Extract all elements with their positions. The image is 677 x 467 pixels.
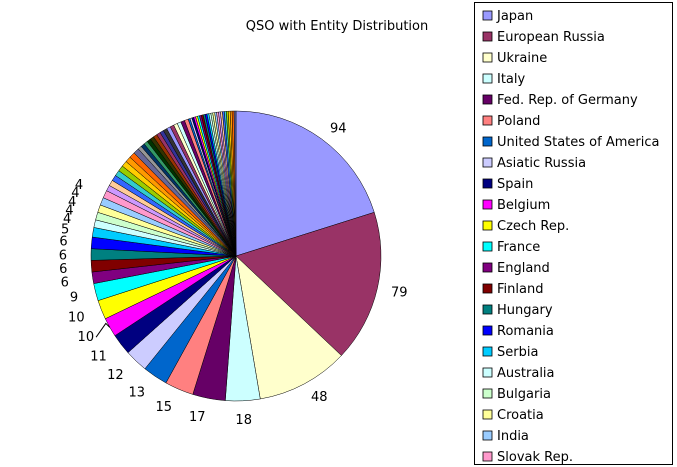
data-label: 4 [75, 178, 83, 193]
legend-swatch [482, 325, 493, 336]
legend-entry-label: Czech Rep. [497, 219, 569, 234]
data-label: 4 [71, 186, 79, 201]
legend-entry-label: Australia [497, 366, 555, 381]
data-label: 17 [189, 410, 206, 425]
legend-swatch [482, 73, 493, 84]
legend-swatch [482, 31, 493, 42]
legend-entry-label: Finland [497, 282, 543, 297]
legend-entry-label: Croatia [497, 408, 544, 423]
pie-slice-japan [235, 110, 375, 257]
legend-entry-label: India [497, 429, 529, 444]
legend-swatch [482, 430, 493, 441]
legend-entry-label: France [497, 240, 540, 255]
data-label: 9 [70, 291, 78, 306]
data-label: 10 [78, 330, 95, 345]
data-label: 6 [59, 248, 67, 263]
legend-entry-label: Romania [497, 324, 554, 339]
legend-swatch [482, 388, 493, 399]
legend-swatch [482, 451, 493, 462]
data-label: 4 [63, 212, 71, 227]
data-label: 4 [68, 195, 76, 210]
legend-entry-label: European Russia [497, 30, 605, 45]
legend-entry-label: England [497, 261, 550, 276]
legend-entry-label: Fed. Rep. of Germany [497, 93, 638, 108]
legend-entry-label: Poland [497, 114, 540, 129]
data-label: 94 [330, 122, 347, 137]
legend-swatch [482, 199, 493, 210]
data-label: 13 [128, 385, 145, 400]
legend-entry-label: United States of America [497, 135, 659, 150]
data-label: 11 [90, 349, 107, 364]
legend-swatch [482, 52, 493, 63]
legend-swatch [482, 10, 493, 21]
data-label: 6 [59, 262, 67, 277]
legend-swatch [482, 241, 493, 252]
legend-entry-label: Ukraine [497, 51, 547, 66]
legend-swatch [482, 94, 493, 105]
data-label: 6 [59, 235, 67, 250]
data-label: 12 [107, 368, 124, 383]
legend-entry-label: Italy [497, 72, 526, 87]
legend-swatch [482, 409, 493, 420]
pie-slice-other-48 [233, 110, 237, 257]
data-label: 10 [68, 311, 85, 326]
label-leader-line [95, 322, 111, 338]
pie-slice-european-russia [235, 211, 382, 356]
legend-entry-label: Japan [496, 9, 533, 24]
legend-entry-label: Bulgaria [497, 387, 551, 402]
legend-swatch [482, 304, 493, 315]
pie-slice-ukraine [235, 255, 342, 400]
legend-swatch [482, 367, 493, 378]
data-label: 15 [155, 400, 172, 415]
legend-entry-label: Slovak Rep. [497, 450, 573, 465]
data-label: 48 [311, 390, 328, 405]
data-label: 18 [235, 413, 252, 428]
legend-entry-label: Spain [497, 177, 533, 192]
data-label: 5 [61, 222, 69, 237]
legend-entry-label: Serbia [497, 345, 538, 360]
legend-entry-label: Asiatic Russia [497, 156, 586, 171]
legend-swatch [482, 136, 493, 147]
legend-swatch [482, 220, 493, 231]
legend: Japan European Russia Ukraine Italy Fed. Rep… [474, 2, 673, 465]
legend-entry-label: Belgium [497, 198, 550, 213]
pie-slices [90, 110, 382, 402]
legend-swatch [482, 283, 493, 294]
data-label: 6 [61, 276, 69, 291]
legend-swatch [482, 115, 493, 126]
legend-entry-label: Hungary [497, 303, 553, 318]
legend-frame [474, 2, 673, 465]
legend-swatch [482, 262, 493, 273]
chart-title: QSO with Entity Distribution [246, 19, 429, 34]
data-label: 79 [391, 286, 408, 301]
legend-swatch [482, 178, 493, 189]
legend-swatch [482, 157, 493, 168]
data-label: 4 [65, 203, 73, 218]
legend-swatch [482, 346, 493, 357]
